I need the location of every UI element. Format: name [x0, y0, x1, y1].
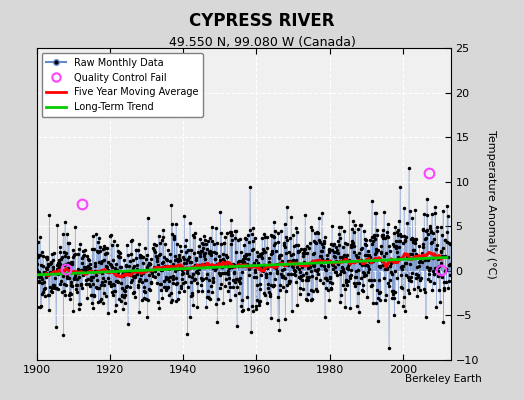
Text: Berkeley Earth: Berkeley Earth: [406, 374, 482, 384]
Legend: Raw Monthly Data, Quality Control Fail, Five Year Moving Average, Long-Term Tren: Raw Monthly Data, Quality Control Fail, …: [41, 53, 203, 117]
Text: CYPRESS RIVER: CYPRESS RIVER: [189, 12, 335, 30]
Y-axis label: Temperature Anomaly (°C): Temperature Anomaly (°C): [486, 130, 496, 278]
Text: 49.550 N, 99.080 W (Canada): 49.550 N, 99.080 W (Canada): [169, 36, 355, 49]
